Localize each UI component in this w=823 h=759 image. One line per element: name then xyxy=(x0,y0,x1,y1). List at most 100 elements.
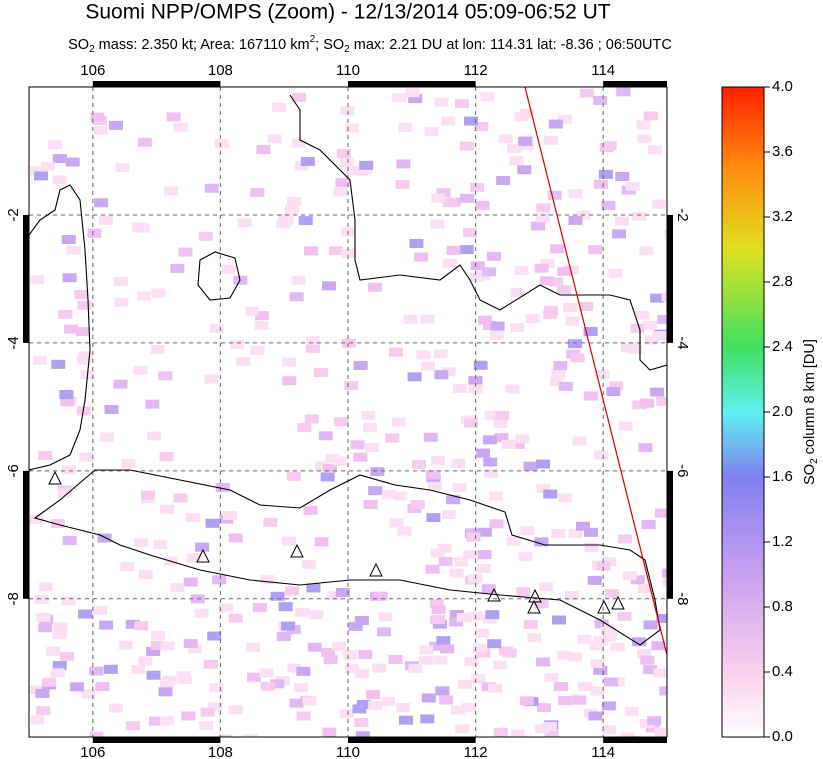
pixel xyxy=(608,268,623,278)
pixel xyxy=(187,644,202,654)
pixel xyxy=(442,198,457,208)
pixel xyxy=(643,620,658,630)
pixel xyxy=(263,517,278,527)
pixel xyxy=(476,448,491,458)
pixel xyxy=(47,140,62,150)
pixel xyxy=(173,493,188,503)
pixel xyxy=(483,320,498,330)
pixel xyxy=(452,483,467,493)
pixel xyxy=(643,320,658,330)
pixel xyxy=(250,187,265,197)
pixel xyxy=(605,589,620,599)
pixel xyxy=(459,245,474,255)
pixel xyxy=(632,637,647,647)
pixel xyxy=(436,636,451,646)
pixel xyxy=(470,261,485,271)
pixel xyxy=(539,582,554,592)
pixel xyxy=(321,647,336,657)
pixel xyxy=(411,459,426,469)
pixel xyxy=(113,276,128,286)
pixel xyxy=(618,421,633,431)
pixel xyxy=(270,591,285,601)
pixel xyxy=(501,439,516,449)
pixel xyxy=(267,134,282,144)
pixel xyxy=(336,149,351,159)
pixel xyxy=(553,361,568,371)
pixel xyxy=(361,410,376,420)
pixel xyxy=(464,657,479,667)
pixel xyxy=(78,609,93,619)
pixel xyxy=(433,619,448,629)
pixel xyxy=(470,182,485,192)
pixel xyxy=(218,734,233,737)
pixel xyxy=(609,381,624,391)
pixel xyxy=(475,628,490,638)
pixel xyxy=(353,452,368,462)
colorbar-tick-label: 3.6 xyxy=(772,143,793,160)
pixel xyxy=(594,450,609,460)
pixel xyxy=(563,302,578,312)
pixel xyxy=(207,631,222,641)
pixel xyxy=(525,314,540,324)
pixel xyxy=(292,92,307,102)
pixel xyxy=(367,282,382,292)
pixel xyxy=(296,711,311,721)
pixel xyxy=(543,489,558,499)
pixel xyxy=(296,666,311,676)
pixel xyxy=(478,315,493,325)
pixel xyxy=(565,265,580,275)
pixel xyxy=(534,599,549,609)
pixel xyxy=(289,698,304,708)
pixel xyxy=(593,179,608,189)
pixel xyxy=(510,287,525,297)
pixel xyxy=(62,535,77,545)
pixel xyxy=(434,97,449,107)
pixel xyxy=(305,343,320,353)
pixel xyxy=(407,372,422,382)
pixel xyxy=(368,486,383,496)
pixel xyxy=(460,193,475,203)
pixel xyxy=(209,323,224,333)
pixel xyxy=(477,550,492,560)
pixel xyxy=(523,461,538,471)
pixel xyxy=(510,323,525,333)
pixel xyxy=(61,596,76,606)
pixel xyxy=(461,702,476,712)
pixel xyxy=(424,126,439,136)
pixel xyxy=(300,157,315,167)
pixel xyxy=(215,483,230,493)
pixel xyxy=(455,724,470,734)
pixel xyxy=(149,716,164,726)
pixel xyxy=(579,88,594,98)
pixel xyxy=(389,518,404,528)
pixel xyxy=(480,92,495,102)
pixel xyxy=(498,134,513,144)
pixel xyxy=(355,669,370,679)
pixel xyxy=(151,630,166,640)
pixel xyxy=(325,453,340,463)
pixel xyxy=(579,301,594,311)
pixel xyxy=(391,417,406,427)
pixel xyxy=(146,670,161,680)
pixel xyxy=(335,178,350,188)
pixel xyxy=(287,196,302,206)
y-tick-label: -8 xyxy=(674,592,691,605)
pixel xyxy=(603,677,618,687)
pixel xyxy=(173,122,188,132)
pixel xyxy=(615,171,630,181)
pixel xyxy=(433,655,448,665)
pixel xyxy=(113,379,128,389)
pixel xyxy=(598,169,613,179)
pixel xyxy=(150,345,165,355)
colorbar-tick-label: 2.4 xyxy=(772,338,793,355)
pixel xyxy=(516,587,531,597)
pixel xyxy=(89,666,104,676)
pixel xyxy=(247,672,262,682)
pixel xyxy=(243,734,258,737)
pixel xyxy=(328,591,343,601)
pixel xyxy=(482,435,497,445)
pixel xyxy=(30,275,45,285)
pixel xyxy=(496,176,511,186)
pixel xyxy=(385,433,400,443)
